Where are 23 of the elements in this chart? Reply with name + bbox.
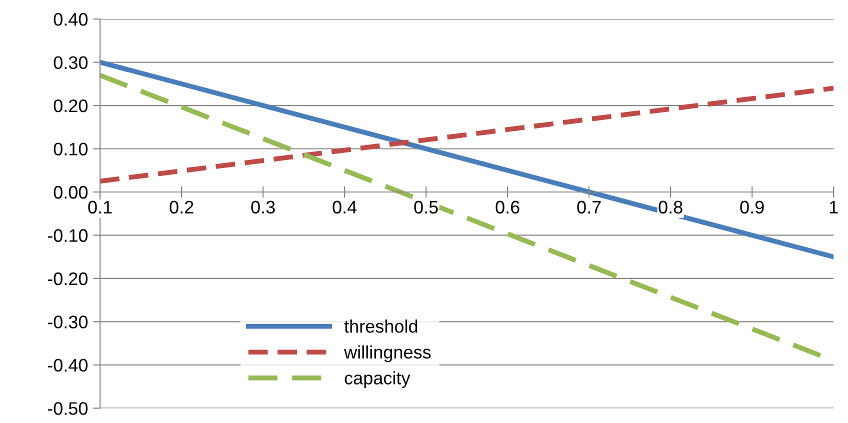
legend-label: willingness xyxy=(344,345,431,362)
x-tick-label: 0.2 xyxy=(170,200,194,214)
y-tick-label: 0.20 xyxy=(54,99,88,112)
x-tick-label: 0.7 xyxy=(577,200,601,214)
x-tick-label: 0.4 xyxy=(332,200,357,214)
y-tick-label: 0.40 xyxy=(54,12,88,26)
legend-label: capacity xyxy=(344,371,410,388)
y-tick-label: 0.10 xyxy=(54,142,88,156)
y-tick-label: -0.20 xyxy=(48,272,88,286)
y-tick-label: -0.40 xyxy=(48,358,88,372)
x-tick-label: 0.8 xyxy=(658,200,682,214)
x-tick-label: 0.6 xyxy=(496,200,520,214)
x-tick-label: 1 xyxy=(830,200,838,214)
x-tick-label: 0.3 xyxy=(251,200,275,214)
y-tick-label: -0.10 xyxy=(48,229,88,242)
y-tick-label: -0.30 xyxy=(48,316,88,328)
y-tick-label: 0.00 xyxy=(54,186,88,199)
x-tick-label: 0.1 xyxy=(88,200,112,214)
x-tick-label: 0.9 xyxy=(740,200,764,214)
y-tick-label: -0.50 xyxy=(48,402,88,415)
legend-label: threshold xyxy=(344,320,418,333)
y-tick-label: 0.30 xyxy=(54,56,88,69)
x-tick-label: 0.5 xyxy=(414,200,438,214)
